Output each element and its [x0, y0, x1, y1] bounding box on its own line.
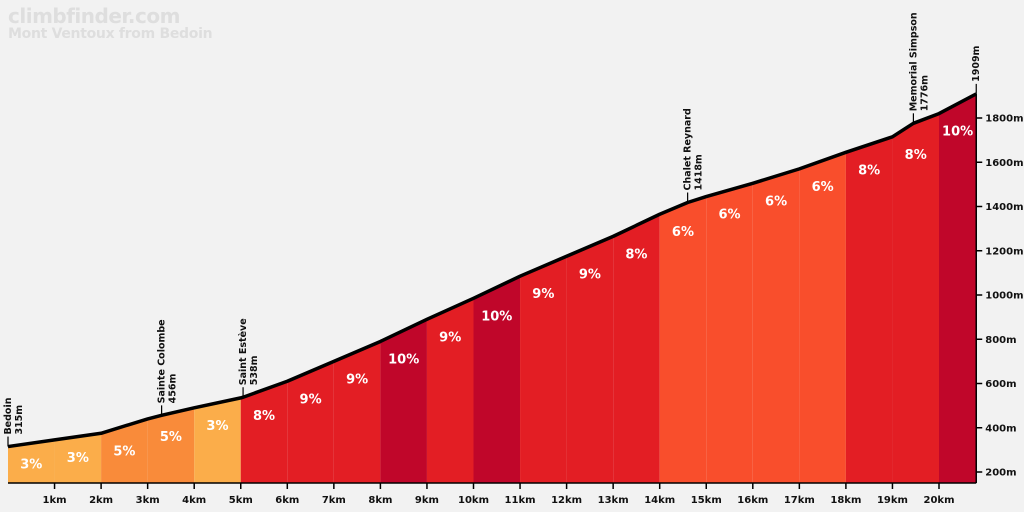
gradient-segment — [752, 168, 800, 483]
waypoint-elevation: 1776m — [919, 75, 930, 111]
waypoint-name: Memorial Simpson — [908, 12, 919, 111]
gradient-label: 9% — [439, 330, 461, 345]
gradient-label: 10% — [481, 309, 512, 324]
x-tick-label: 18km — [830, 495, 861, 506]
x-tick-label: 17km — [784, 495, 815, 506]
gradient-segment — [473, 276, 521, 483]
x-tick-label: 4km — [182, 495, 206, 506]
x-tick-label: 6km — [275, 495, 299, 506]
gradient-label: 6% — [812, 180, 834, 195]
gradient-segment — [520, 256, 567, 483]
gradient-label: 8% — [858, 163, 880, 178]
x-tick-label: 19km — [877, 495, 908, 506]
gradient-label: 9% — [300, 392, 322, 407]
x-tick-label: 15km — [691, 495, 722, 506]
x-tick-label: 8km — [368, 495, 392, 506]
gradient-segment — [799, 152, 846, 483]
site-name: climbfinder.com — [8, 4, 180, 28]
waypoint-name: Chalet Reynard — [683, 108, 694, 190]
gradient-segment — [939, 93, 977, 483]
gradient-segment — [613, 214, 660, 483]
y-tick-label: 1600m — [985, 158, 1023, 169]
x-tick-label: 14km — [644, 495, 675, 506]
x-tick-label: 13km — [598, 495, 629, 506]
waypoint-elevation: 1418m — [694, 154, 705, 190]
gradient-label: 8% — [625, 247, 647, 262]
x-tick-label: 3km — [136, 495, 160, 506]
x-tick-label: 2km — [89, 495, 113, 506]
gradient-label: 3% — [20, 458, 42, 473]
gradient-segment — [194, 397, 241, 483]
gradient-segment — [101, 418, 148, 483]
gradient-segment — [426, 298, 474, 483]
gradient-label: 5% — [113, 444, 135, 459]
brand-watermark: climbfinder.com Mont Ventoux from Bedoin — [8, 4, 213, 42]
x-tick-label: 10km — [458, 495, 489, 506]
gradient-label: 6% — [718, 208, 740, 223]
waypoint-elevation: 538m — [249, 355, 260, 385]
gradient-label: 9% — [532, 287, 554, 302]
y-tick-label: 200m — [985, 468, 1016, 479]
waypoint-name: Sainte Colombe — [157, 319, 168, 403]
waypoint-name: Saint Estève — [238, 318, 249, 385]
gradient-segment — [240, 381, 288, 483]
climb-name: Mont Ventoux from Bedoin — [8, 26, 213, 42]
x-tick-label: 9km — [415, 495, 439, 506]
gradient-segment — [380, 319, 427, 483]
y-tick-label: 400m — [985, 423, 1016, 434]
x-tick-label: 7km — [322, 495, 346, 506]
gradient-label: 8% — [253, 409, 275, 424]
waypoint-elevation: 315m — [14, 405, 25, 435]
x-tick-label: 11km — [505, 495, 536, 506]
waypoint-elevation: 456m — [168, 374, 179, 404]
summit-elevation: 1909m — [971, 45, 982, 81]
x-tick-label: 16km — [737, 495, 768, 506]
gradient-segment — [892, 113, 939, 483]
gradient-segment — [287, 361, 334, 483]
profile-line — [7, 92, 978, 449]
y-tick-label: 1000m — [985, 291, 1023, 302]
gradient-label: 5% — [160, 430, 182, 445]
gradient-label: 6% — [765, 194, 787, 209]
gradient-label: 9% — [346, 372, 368, 387]
gradient-label: 3% — [67, 451, 89, 466]
gradient-label: 3% — [206, 419, 228, 434]
gradient-segment — [333, 341, 381, 483]
x-tick-label: 1km — [43, 495, 67, 506]
gradient-segment — [147, 407, 195, 483]
x-tick-label: 12km — [551, 495, 582, 506]
x-tick-label: 20km — [924, 495, 955, 506]
y-tick-label: 1200m — [985, 246, 1023, 257]
y-tick-label: 600m — [985, 379, 1016, 390]
y-tick-label: 1800m — [985, 114, 1023, 125]
gradient-label: 9% — [579, 267, 601, 282]
y-tick-label: 800m — [985, 335, 1016, 346]
gradient-label: 8% — [905, 148, 927, 163]
gradient-segment — [8, 439, 55, 483]
waypoint-name: Bedoin — [3, 397, 14, 434]
gradient-segment — [54, 433, 102, 483]
gradient-segment — [706, 183, 753, 484]
gradient-segment — [659, 196, 707, 483]
gradient-segment — [566, 236, 614, 483]
gradient-label: 10% — [388, 352, 419, 367]
gradient-segment — [845, 136, 893, 483]
gradient-label: 6% — [672, 225, 694, 240]
gradient-label: 10% — [942, 125, 973, 140]
y-tick-label: 1400m — [985, 202, 1023, 213]
x-tick-label: 5km — [229, 495, 253, 506]
